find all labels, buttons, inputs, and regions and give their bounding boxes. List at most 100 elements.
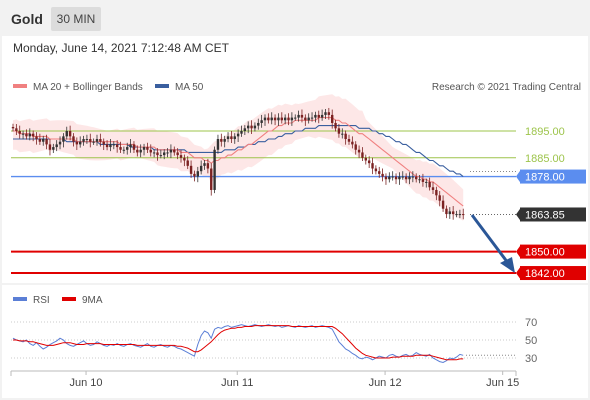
- rsi-tick-label: 70: [525, 317, 537, 329]
- candle: [297, 114, 300, 118]
- label-pointer: [516, 244, 521, 259]
- support-label: 1850.00: [525, 247, 565, 259]
- candle: [267, 117, 270, 121]
- candle: [62, 136, 65, 142]
- candle: [425, 181, 428, 183]
- rsi-legend-label: RSI: [33, 295, 50, 306]
- candle: [149, 149, 152, 153]
- candle: [240, 131, 243, 134]
- candle: [236, 133, 240, 137]
- candle: [445, 208, 448, 215]
- candle: [35, 136, 38, 140]
- candle: [243, 128, 247, 131]
- candle: [310, 117, 314, 119]
- candle: [307, 117, 310, 121]
- candle: [45, 139, 48, 145]
- candle: [263, 117, 267, 121]
- candle: [398, 176, 401, 180]
- candle: [55, 144, 58, 148]
- candle: [287, 117, 290, 121]
- candle: [273, 117, 277, 121]
- candle: [216, 139, 220, 150]
- candle: [156, 152, 159, 156]
- candle: [462, 214, 465, 216]
- candle: [206, 163, 210, 169]
- candle: [58, 141, 62, 145]
- candle: [314, 114, 317, 118]
- candles: [11, 107, 465, 220]
- candle: [166, 152, 169, 154]
- x-axis: Jun 10 Jun 11 Jun 12 Jun 15: [10, 370, 519, 389]
- candle: [277, 117, 280, 121]
- candle: [52, 147, 55, 150]
- candle: [109, 144, 112, 148]
- rsi-tick-label: 50: [525, 335, 537, 347]
- x-tick-label: Jun 10: [70, 377, 103, 389]
- candle: [391, 176, 394, 178]
- pivot-label: 1878.00: [525, 172, 565, 184]
- ma9-legend-swatch: [62, 297, 76, 301]
- candle: [176, 152, 179, 156]
- candle: [435, 189, 438, 196]
- candle: [132, 144, 136, 150]
- candle: [394, 176, 398, 180]
- x-tick-label: Jun 11: [221, 377, 253, 389]
- candle: [173, 149, 176, 153]
- candle: [351, 141, 354, 145]
- candle: [431, 187, 435, 190]
- candle: [75, 141, 79, 145]
- candle: [381, 173, 384, 177]
- candle: [421, 179, 425, 182]
- candle: [115, 144, 119, 148]
- arrow-shaft: [470, 214, 510, 264]
- bollinger-legend-swatch: [13, 84, 27, 88]
- candle: [28, 133, 31, 137]
- indicator-lines: [13, 117, 464, 207]
- rsi-legend-swatch: [13, 297, 27, 301]
- candle: [334, 122, 337, 129]
- candle: [327, 112, 331, 115]
- candle: [247, 125, 250, 129]
- candle: [364, 157, 367, 161]
- candle: [233, 136, 236, 140]
- candle: [129, 144, 132, 148]
- candle: [230, 136, 233, 140]
- candle: [378, 171, 381, 174]
- candle: [253, 125, 257, 129]
- candle: [300, 114, 304, 118]
- candle: [415, 176, 418, 180]
- candle: [290, 117, 294, 121]
- chart-panel: [2, 36, 588, 398]
- candle: [331, 114, 334, 123]
- candle: [136, 149, 139, 153]
- candle: [270, 117, 273, 121]
- candle: [418, 179, 421, 181]
- arrow-head: [500, 257, 515, 273]
- rsi-legend: RSI 9MA: [13, 295, 103, 306]
- candle: [357, 149, 361, 153]
- candle: [210, 168, 213, 190]
- ma9-legend-label: 9MA: [82, 295, 103, 306]
- ma20-line: [13, 117, 464, 207]
- candle: [146, 147, 149, 150]
- rsi-ma9-line: [13, 325, 464, 361]
- forecast-arrow: [470, 214, 515, 273]
- candle: [384, 176, 388, 180]
- timeframe-button[interactable]: 30 MIN: [51, 7, 101, 31]
- resistance-label: 1895.00: [525, 126, 565, 138]
- candle: [317, 114, 320, 118]
- candle: [38, 139, 42, 142]
- candle: [122, 149, 126, 151]
- x-tick-label: Jun 15: [486, 377, 519, 389]
- candle: [354, 144, 357, 150]
- candle: [401, 176, 404, 178]
- candle: [411, 176, 415, 178]
- candle: [203, 163, 206, 166]
- candle: [186, 160, 189, 166]
- candle: [347, 139, 351, 142]
- candle: [196, 171, 199, 177]
- rsi-line: [12, 324, 464, 364]
- support-label: 1842.00: [525, 268, 565, 280]
- candle: [159, 155, 163, 157]
